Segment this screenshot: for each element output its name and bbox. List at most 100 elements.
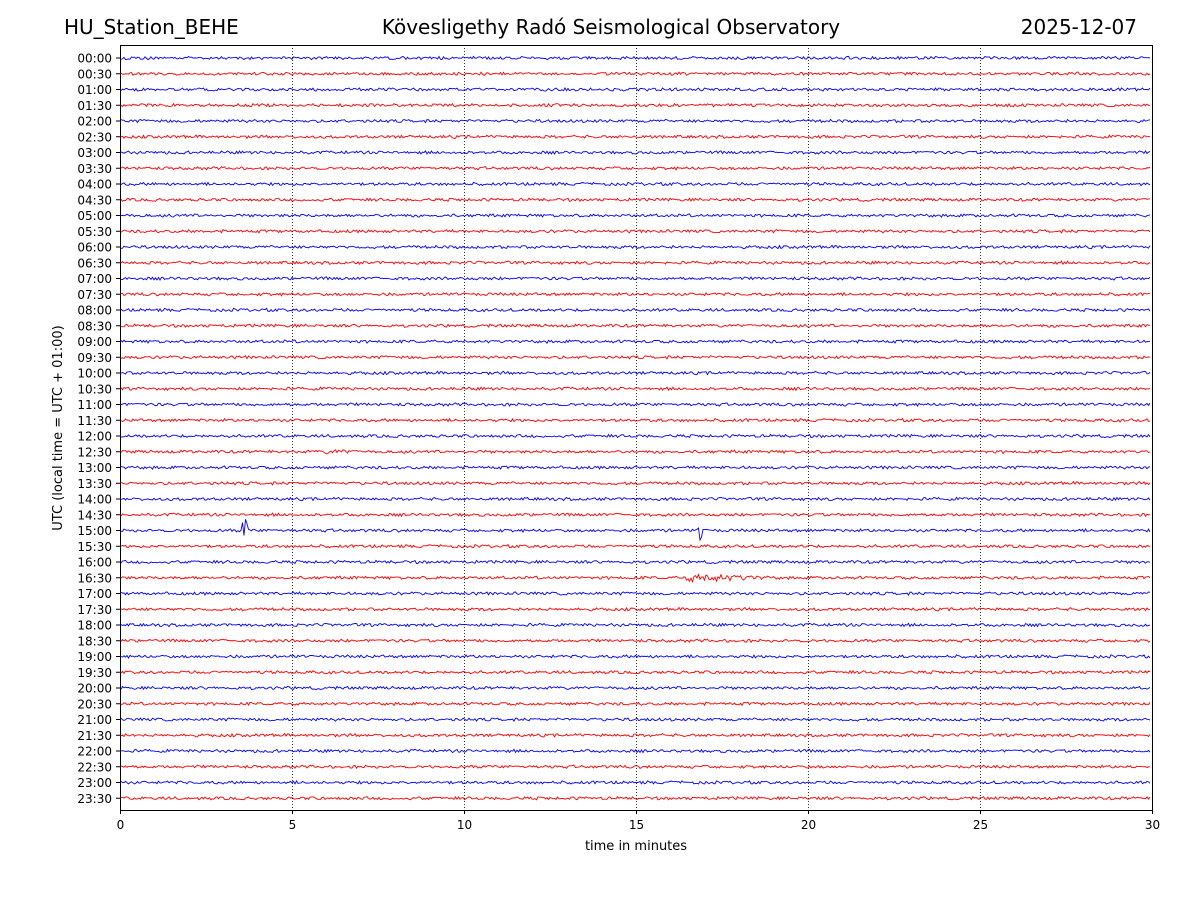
trace-0200 — [120, 118, 1151, 124]
x-tick-label: 25 — [973, 818, 988, 832]
y-tick-label: 01:30 — [77, 99, 112, 113]
trace-1900 — [120, 654, 1151, 659]
trace-1130 — [120, 417, 1151, 423]
plot-frame — [120, 45, 1153, 811]
y-tick-label: 10:00 — [77, 367, 112, 381]
y-tick-label: 10:30 — [77, 382, 112, 396]
trace-0100 — [120, 87, 1151, 92]
trace-0630 — [120, 260, 1151, 266]
y-tick-label: 12:30 — [77, 445, 112, 459]
trace-1100 — [120, 402, 1151, 407]
trace-0530 — [120, 228, 1151, 234]
y-tick-label: 20:00 — [77, 682, 112, 696]
trace-2330 — [120, 795, 1151, 801]
x-tick-label: 10 — [457, 818, 472, 832]
y-tick-label: 12:00 — [77, 430, 112, 444]
y-tick-label: 08:30 — [77, 319, 112, 333]
y-tick-label: 07:00 — [77, 272, 112, 286]
y-tick-label: 18:00 — [77, 619, 112, 633]
trace-2030 — [120, 701, 1151, 707]
trace-1430 — [120, 512, 1151, 518]
y-tick-label: 11:00 — [77, 398, 112, 412]
trace-1000 — [120, 370, 1151, 376]
trace-1530 — [120, 543, 1151, 549]
y-tick-label: 15:30 — [77, 540, 112, 554]
y-tick-label: 07:30 — [77, 288, 112, 302]
x-axis: 0 5 10 15 20 25 30 — [117, 810, 1160, 832]
chart-title: Kövesligethy Radó Seismological Observat… — [381, 15, 841, 39]
y-tick-label: 21:00 — [77, 713, 112, 727]
y-tick-label: 01:00 — [77, 83, 112, 97]
y-tick-label: 23:00 — [77, 776, 112, 790]
trace-1030 — [120, 386, 1151, 392]
y-tick-label: 23:30 — [77, 792, 112, 806]
trace-1930 — [120, 669, 1151, 675]
trace-0830 — [120, 323, 1151, 329]
trace-0800 — [120, 307, 1151, 313]
traces-layer — [120, 55, 1151, 801]
trace-1400 — [120, 496, 1151, 502]
trace-2200 — [120, 748, 1151, 754]
x-tick-label: 5 — [289, 818, 297, 832]
trace-1230 — [120, 449, 1151, 455]
trace-0300 — [120, 150, 1151, 155]
x-tick-label: 15 — [629, 818, 644, 832]
trace-0330 — [120, 165, 1151, 171]
trace-1830 — [120, 638, 1151, 644]
trace-1500 — [120, 519, 1151, 542]
y-tick-label: 22:00 — [77, 745, 112, 759]
y-tick-label: 06:30 — [77, 256, 112, 270]
y-tick-label: 19:00 — [77, 650, 112, 664]
y-tick-label: 04:00 — [77, 178, 112, 192]
trace-0000 — [120, 55, 1151, 61]
trace-0930 — [120, 354, 1151, 360]
y-tick-label: 00:30 — [77, 67, 112, 81]
x-tick-label: 0 — [117, 818, 125, 832]
y-tick-label: 15:00 — [77, 524, 112, 538]
trace-0900 — [120, 339, 1151, 344]
trace-1600 — [120, 559, 1151, 565]
trace-1200 — [120, 433, 1151, 439]
y-tick-label: 02:00 — [77, 115, 112, 129]
trace-1800 — [120, 622, 1151, 628]
station-name: HU_Station_BEHE — [64, 15, 239, 39]
y-tick-label: 04:30 — [77, 193, 112, 207]
trace-0030 — [120, 71, 1151, 76]
y-tick-label: 02:30 — [77, 130, 112, 144]
y-tick-label: 21:30 — [77, 729, 112, 743]
x-tick-label: 30 — [1145, 818, 1160, 832]
grid-layer — [292, 45, 981, 810]
y-tick-label: 09:00 — [77, 335, 112, 349]
trace-0130 — [120, 102, 1151, 108]
x-tick-label: 20 — [801, 818, 816, 832]
y-tick-label: 13:00 — [77, 461, 112, 475]
y-tick-label: 11:30 — [77, 414, 112, 428]
y-tick-label: 05:30 — [77, 225, 112, 239]
y-tick-label: 17:00 — [77, 587, 112, 601]
y-tick-label: 09:30 — [77, 351, 112, 365]
y-tick-label: 05:00 — [77, 209, 112, 223]
trace-1630 — [120, 573, 1151, 584]
trace-0430 — [120, 197, 1151, 203]
trace-1700 — [120, 591, 1151, 597]
trace-0500 — [120, 213, 1151, 218]
chart-date: 2025-12-07 — [1020, 15, 1137, 39]
trace-1330 — [120, 480, 1151, 486]
y-axis-label: UTC (local time = UTC + 01:00) — [51, 325, 66, 530]
y-tick-label: 13:30 — [77, 477, 112, 491]
y-tick-label: 03:00 — [77, 146, 112, 160]
y-tick-label: 03:30 — [77, 162, 112, 176]
y-tick-label: 22:30 — [77, 760, 112, 774]
trace-0230 — [120, 134, 1151, 140]
trace-0400 — [120, 181, 1151, 187]
y-tick-label: 19:30 — [77, 666, 112, 680]
y-tick-label: 18:30 — [77, 634, 112, 648]
y-tick-label: 06:00 — [77, 241, 112, 255]
trace-1730 — [120, 606, 1151, 612]
y-tick-label: 16:30 — [77, 571, 112, 585]
trace-0600 — [120, 244, 1151, 250]
trace-0700 — [120, 276, 1151, 281]
y-tick-label: 14:30 — [77, 508, 112, 522]
y-tick-label: 17:30 — [77, 603, 112, 617]
